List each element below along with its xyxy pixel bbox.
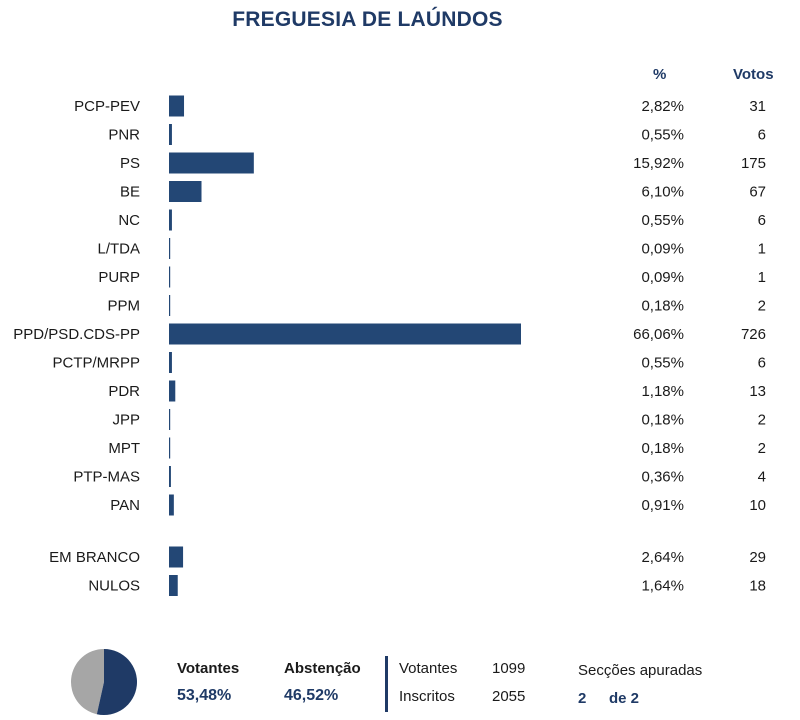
party-row-votes: 10 <box>749 497 766 514</box>
party-row-bar <box>169 323 521 345</box>
party-row-label: PCTP/MRPP <box>52 355 140 372</box>
party-row-votes: 67 <box>749 184 766 201</box>
blank-null-row-label: EM BRANCO <box>49 549 140 566</box>
blank-null-row-bar <box>169 575 178 596</box>
inscritos-count: 2055 <box>492 688 526 705</box>
header-votes: Votos <box>733 66 774 83</box>
party-row-bar <box>169 181 202 202</box>
party-row-votes: 6 <box>758 127 766 144</box>
party-row-label: PURP <box>98 269 140 286</box>
blank-null-row-bar <box>169 546 184 568</box>
party-row-votes: 1 <box>758 269 766 286</box>
party-row-bar <box>169 124 172 145</box>
party-row-votes: 2 <box>758 412 766 429</box>
party-row-votes: 2 <box>758 298 766 315</box>
party-row-percent: 6,10% <box>641 184 684 201</box>
party-row-label: PAN <box>110 497 140 514</box>
votantes-count-label: Votantes <box>399 660 458 677</box>
party-row-percent: 0,18% <box>641 298 684 315</box>
votantes-label: Votantes <box>177 660 240 677</box>
party-row-bar <box>169 209 172 231</box>
party-row-percent: 0,55% <box>641 355 684 372</box>
seccoes-done: 2 <box>578 690 587 707</box>
party-row-label: PPD/PSD.CDS-PP <box>13 326 140 343</box>
party-row-votes: 175 <box>741 155 766 172</box>
party-row-votes: 31 <box>749 98 766 115</box>
party-row-votes: 1 <box>758 241 766 258</box>
party-row-percent: 1,18% <box>641 383 684 400</box>
party-row-bar <box>169 238 171 259</box>
pie-slice-votantes <box>96 649 137 715</box>
party-row-bar <box>169 409 171 430</box>
party-row-bar <box>169 152 254 174</box>
party-row-percent: 0,09% <box>641 269 684 286</box>
blank-null-row-votes: 18 <box>749 578 766 595</box>
summary-divider <box>385 656 388 712</box>
party-row-votes: 6 <box>758 355 766 372</box>
seccoes-total: de 2 <box>609 690 640 707</box>
results-bar-chart: PCP-PEV 2,82% 31 PNR 0,55% 6 PS 15,92% 175 BE 6,10… <box>13 95 766 596</box>
blank-null-row-label: NULOS <box>88 578 140 595</box>
party-row-label: JPP <box>112 412 140 429</box>
turnout-pie-chart <box>71 649 137 715</box>
party-row-votes: 2 <box>758 440 766 457</box>
party-row-votes: 4 <box>758 469 766 486</box>
pie-slice-abstencao <box>71 649 104 715</box>
party-row-bar <box>169 437 171 459</box>
blank-null-row-percent: 2,64% <box>641 549 684 566</box>
party-row-label: PPM <box>107 298 140 315</box>
votantes-count: 1099 <box>492 660 526 677</box>
party-row-bar <box>169 266 171 288</box>
blank-null-row-votes: 29 <box>749 549 766 566</box>
party-row-percent: 0,36% <box>641 469 684 486</box>
party-row-percent: 0,55% <box>641 127 684 144</box>
party-row-percent: 0,91% <box>641 497 684 514</box>
party-row-percent: 2,82% <box>641 98 684 115</box>
party-row-votes: 726 <box>741 326 766 343</box>
inscritos-label: Inscritos <box>399 688 455 705</box>
party-row-bar <box>169 295 171 316</box>
party-row-label: PDR <box>108 383 140 400</box>
party-row-bar <box>169 352 172 373</box>
party-row-label: PS <box>120 155 140 172</box>
seccoes-label: Secções apuradas <box>578 662 703 679</box>
party-row-bar <box>169 95 185 117</box>
party-row-percent: 0,09% <box>641 241 684 258</box>
party-row-label: L/TDA <box>97 241 140 258</box>
party-row-votes: 6 <box>758 212 766 229</box>
blank-null-row-percent: 1,64% <box>641 578 684 595</box>
party-row-label: PCP-PEV <box>74 98 140 115</box>
party-row-label: MPT <box>108 440 140 457</box>
abstencao-label: Abstenção <box>284 660 361 677</box>
votantes-percent: 53,48% <box>177 687 232 704</box>
party-row-label: NC <box>118 212 140 229</box>
party-row-bar <box>169 380 176 402</box>
party-row-bar <box>169 466 171 487</box>
party-row-percent: 66,06% <box>633 326 684 343</box>
header-percent: % <box>653 66 667 83</box>
page-title: FREGUESIA DE LAÚNDOS <box>232 8 503 31</box>
party-row-votes: 13 <box>749 383 766 400</box>
party-row-percent: 0,55% <box>641 212 684 229</box>
abstencao-percent: 46,52% <box>284 687 339 704</box>
party-row-bar <box>169 494 174 516</box>
party-row-label: BE <box>120 184 140 201</box>
party-row-percent: 0,18% <box>641 412 684 429</box>
party-row-percent: 0,18% <box>641 440 684 457</box>
party-row-label: PTP-MAS <box>73 469 140 486</box>
party-row-label: PNR <box>108 127 140 144</box>
party-row-percent: 15,92% <box>633 155 684 172</box>
